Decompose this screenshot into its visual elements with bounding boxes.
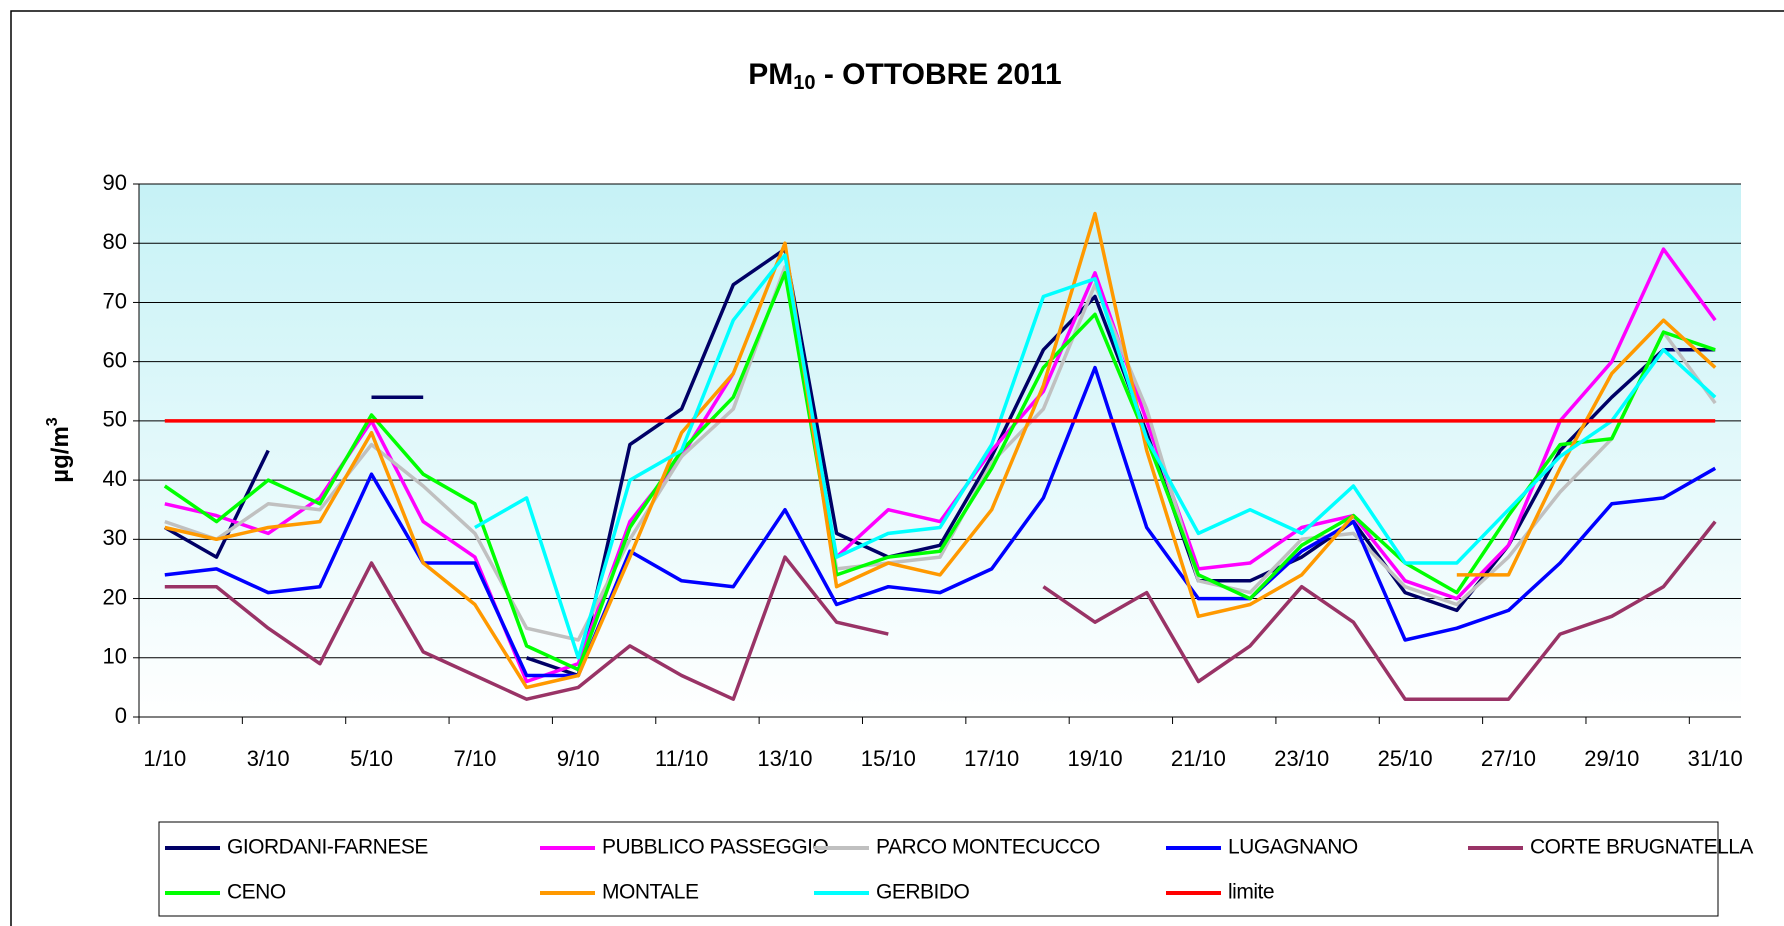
plot-area [139,184,1741,717]
x-tick-label: 23/10 [1274,746,1329,771]
title-main: PM [748,58,793,91]
x-tick-label: 31/10 [1688,746,1743,771]
x-tick-label: 13/10 [757,746,812,771]
legend-label: CORTE BRUGNATELLA [1530,836,1753,859]
x-tick-label: 19/10 [1068,746,1123,771]
legend [158,821,1719,917]
x-tick-label: 1/10 [143,746,186,771]
x-tick-label: 3/10 [247,746,290,771]
y-tick-label: 10 [103,644,127,669]
y-tick-label: 80 [103,229,127,254]
y-tick-label: 70 [103,288,127,313]
series-line [474,253,1717,660]
y-tick-label: 50 [103,407,127,432]
x-tick-label: 15/10 [861,746,916,771]
y-tick-label: 20 [103,584,127,609]
title-rest: - OTTOBRE 2011 [816,58,1062,91]
x-tick-label: 29/10 [1584,746,1639,771]
x-tick-label: 21/10 [1171,746,1226,771]
y-tick-label: 90 [103,170,127,195]
legend-label: PUBBLICO PASSEGGIO [602,836,829,859]
legend-label: PARCO MONTECUCCO [876,836,1100,859]
series-line [164,265,1717,642]
x-tick-label: 9/10 [557,746,600,771]
x-tick-label: 7/10 [453,746,496,771]
legend-label: GERBIDO [876,881,970,904]
x-tick-label: 27/10 [1481,746,1536,771]
y-label-sup: 3 [44,417,61,426]
legend-label: limite [1228,881,1274,904]
y-tick-label: 60 [103,347,127,372]
y-label-main: µg/m [47,426,74,483]
title-sub: 10 [793,72,815,94]
legend-label: CENO [227,881,286,904]
x-tick-label: 11/10 [655,746,708,771]
y-axis-label: µg/m3 [44,417,74,483]
y-tick-label: 40 [103,466,127,491]
legend-label: MONTALE [602,881,699,904]
x-tick-label: 17/10 [964,746,1019,771]
chart-title: PM10 - OTTOBRE 2011 [748,58,1061,94]
x-tick-label: 5/10 [350,746,393,771]
y-tick-label: 30 [103,525,127,550]
legend-label: LUGAGNANO [1228,836,1358,859]
series-line [164,520,1717,701]
series-line [163,271,1716,672]
legend-label: GIORDANI-FARNESE [227,836,428,859]
series-line [163,247,1716,678]
x-tick-label: 25/10 [1378,746,1433,771]
y-tick-label: 0 [115,703,127,728]
